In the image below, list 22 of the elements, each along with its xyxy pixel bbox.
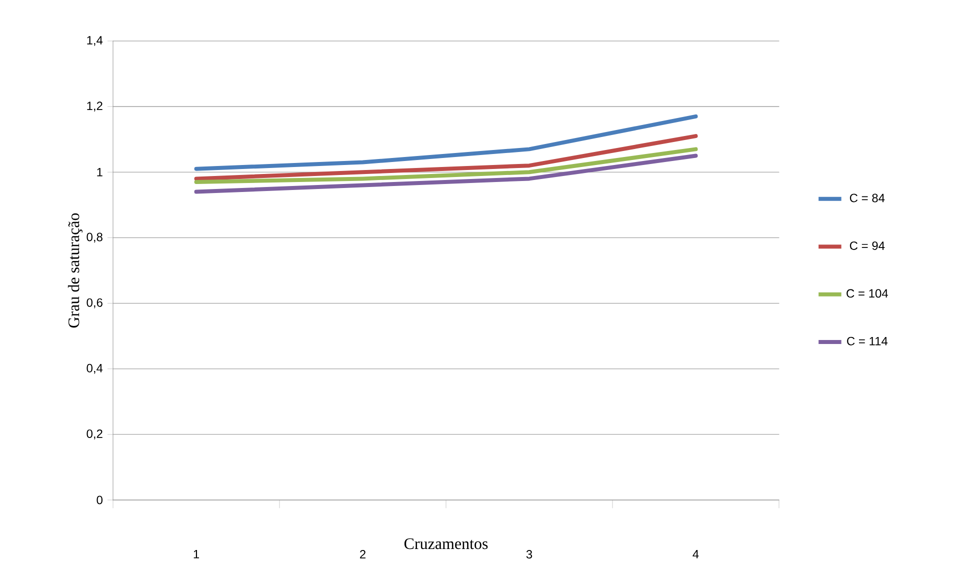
- x-tick-label: 4: [692, 550, 699, 558]
- y-axis-title: Grau de saturação: [68, 213, 82, 328]
- legend-label: C = 84: [850, 194, 885, 202]
- x-axis-title: Cruzamentos: [404, 538, 488, 550]
- y-tick-label: 1: [97, 168, 102, 176]
- y-tick-label: 0,2: [86, 429, 102, 440]
- y-tick-label: 0,6: [86, 298, 102, 308]
- y-tick-label: 1,2: [87, 102, 102, 112]
- y-tick-label: 0,4: [86, 364, 103, 374]
- y-tick-label: 1,4: [87, 36, 103, 46]
- x-tick-label: 2: [360, 550, 366, 558]
- line-series: [194, 134, 698, 181]
- legend-label: C = 114: [847, 336, 888, 346]
- y-tick-label: 0: [96, 496, 102, 504]
- legend-label: C = 104: [846, 289, 888, 298]
- line-series: [194, 147, 698, 184]
- line-series: [194, 154, 698, 194]
- legend-label: C = 94: [850, 241, 885, 250]
- x-tick-label: 3: [526, 550, 532, 559]
- y-tick-label: 0,8: [86, 232, 102, 243]
- x-tick-label: 1: [194, 550, 200, 558]
- line-series: [194, 114, 698, 171]
